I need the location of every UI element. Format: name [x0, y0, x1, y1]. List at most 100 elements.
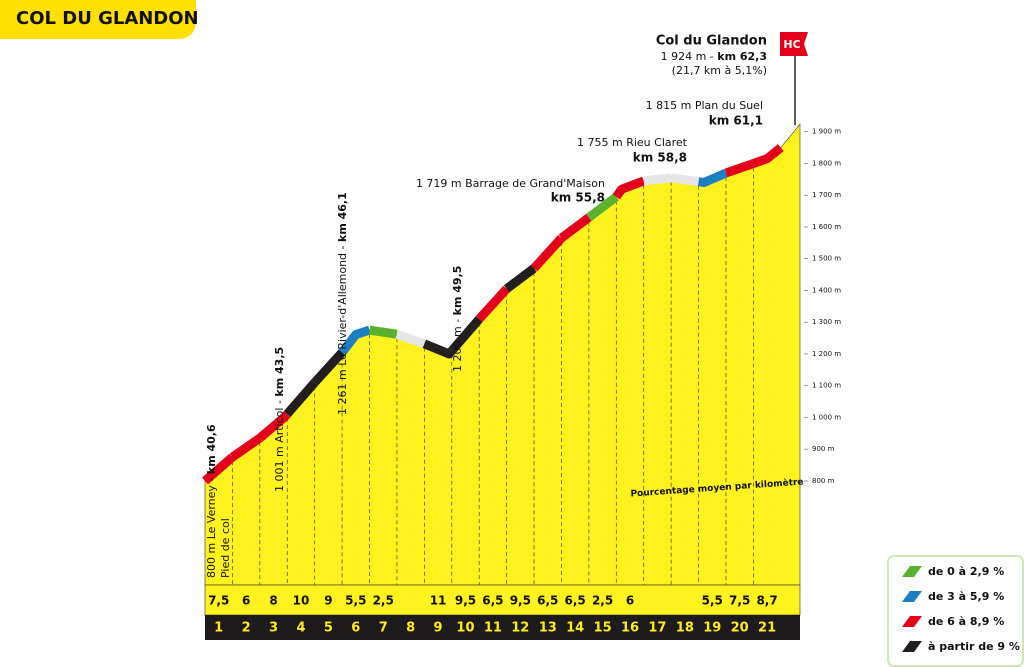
legend-label: de 6 à 8,9 % [928, 615, 1004, 628]
gradient-segment [368, 325, 398, 339]
km-label: 15 [594, 621, 612, 636]
km-label: 10 [456, 621, 474, 636]
legend [887, 555, 1024, 667]
y-tick-label: 1 500 m [812, 255, 841, 263]
landmark: 1 200 m - km 49,5 [451, 266, 464, 372]
y-tick-label: 1 300 m [812, 318, 841, 326]
gradient-segment [422, 339, 456, 359]
landmark: 800 m Le Verney - km 40,6 [205, 424, 218, 578]
title-tab-edge [0, 0, 196, 39]
gradient-segment [256, 411, 291, 442]
km-label: 7 [379, 621, 388, 636]
category-label: HC [783, 38, 800, 51]
summit-detail: 1 924 m - km 62,3 [661, 50, 767, 63]
km-label: 18 [676, 621, 694, 636]
gradient-label: 11 [430, 594, 447, 608]
gradient-segment [697, 168, 728, 187]
y-tick-label: 800 m [812, 477, 835, 485]
km-label: 14 [566, 621, 584, 636]
landmark-km: km 49,5 [451, 266, 464, 316]
gradient-label: 8 [269, 594, 277, 608]
gradient-segment [202, 453, 236, 485]
landmark-name: 1 200 m [451, 326, 464, 372]
landmark-name: 1 001 m Articol [273, 408, 286, 492]
gradient-label: 10 [293, 594, 310, 608]
y-tick-label: 1 900 m [812, 128, 841, 136]
landmark-name: 1 755 m Rieu Claret [577, 136, 688, 149]
landmark-km: km 58,8 [633, 151, 687, 165]
landmark-name: 1 815 m Plan du Suel [646, 99, 763, 112]
legend-label: de 0 à 2,9 % [928, 565, 1004, 578]
gradient-segment [448, 316, 483, 354]
gradient-label: 7,5 [208, 594, 229, 608]
km-label: 19 [703, 621, 721, 636]
legend-swatch [902, 616, 922, 627]
gradient-label: 2,5 [373, 594, 394, 608]
km-band [205, 615, 800, 640]
chart-title: COL DU GLANDON [16, 8, 199, 29]
legend-swatch [902, 641, 922, 652]
landmark-name: 800 m Le Verney [205, 485, 218, 578]
gradient-label: 6,5 [565, 594, 586, 608]
gradient-label: 6,5 [482, 594, 503, 608]
km-label: 17 [648, 621, 666, 636]
gradient-label: 2,5 [592, 594, 613, 608]
summit-stats: (21,7 km à 5,1%) [672, 64, 767, 77]
gradient-segment [475, 285, 510, 323]
gradient-label: 6 [242, 594, 250, 608]
y-tick-label: 1 100 m [812, 382, 841, 390]
landmark-note: Pied de col [219, 518, 232, 578]
landmark-km: km 61,1 [709, 114, 763, 128]
km-label: 13 [539, 621, 557, 636]
landmark-name: 1 261 m Le Rivier-d'Allemond [336, 253, 349, 415]
gradient-segment [670, 173, 700, 187]
gradient-segment [395, 330, 426, 349]
gradient-label: 5,5 [702, 594, 723, 608]
gradient-label: 9,5 [455, 594, 476, 608]
gradient-label: 6,5 [537, 594, 558, 608]
landmark: 1 261 m Le Rivier-d'Allemond - km 46,1 [336, 192, 349, 415]
gradient-label: 8,7 [756, 594, 777, 608]
legend-label: à partir de 9 % [928, 640, 1020, 653]
gradient-segment [751, 144, 784, 168]
summit-name: Col du Glandon [656, 34, 767, 49]
legend-items: de 0 à 2,9 % de 3 à 5,9 % de 6 à 8,9 % à pa… [902, 565, 1020, 653]
y-tick-label: 1 000 m [812, 413, 841, 421]
summit-altitude: 1 924 m [661, 50, 707, 63]
km-label: 1 [214, 621, 223, 636]
km-label: 5 [324, 621, 333, 636]
y-tick-label: 1 700 m [812, 191, 841, 199]
landmark: 1 001 m Articol - km 43,5 [273, 347, 286, 492]
gradient-segment [558, 213, 592, 242]
landmark-km: km 43,5 [273, 347, 286, 397]
summit-km: km 62,3 [717, 50, 767, 63]
y-tick-label: 1 800 m [812, 159, 841, 167]
gradient-segment [643, 173, 672, 186]
y-tick-label: 1 600 m [812, 223, 841, 231]
gradient-label: 6 [626, 594, 634, 608]
km-label: 6 [351, 621, 360, 636]
km-label: 8 [406, 621, 415, 636]
y-tick-label: 1 200 m [812, 350, 841, 358]
gradient-label: 5,5 [345, 594, 366, 608]
landmark-name: 1 719 m Barrage de Grand'Maison [416, 177, 605, 190]
km-label: 2 [242, 621, 251, 636]
gradient-segment [530, 235, 565, 272]
gradient-label: 9,5 [510, 594, 531, 608]
gradient-segment [311, 349, 346, 386]
landmark-km: km 55,8 [551, 191, 605, 205]
km-label: 3 [269, 621, 278, 636]
km-label: 4 [296, 621, 305, 636]
elevation-area [204, 123, 801, 586]
km-label: 21 [758, 621, 776, 636]
gradient-label: 7,5 [729, 594, 750, 608]
flag [780, 32, 808, 56]
km-label: 11 [484, 621, 502, 636]
gradient-segment [612, 176, 646, 200]
legend-label: de 3 à 5,9 % [928, 590, 1004, 603]
gradient-segment [283, 379, 319, 417]
legend-swatch [902, 566, 922, 577]
landmark-km: km 40,6 [205, 424, 218, 474]
